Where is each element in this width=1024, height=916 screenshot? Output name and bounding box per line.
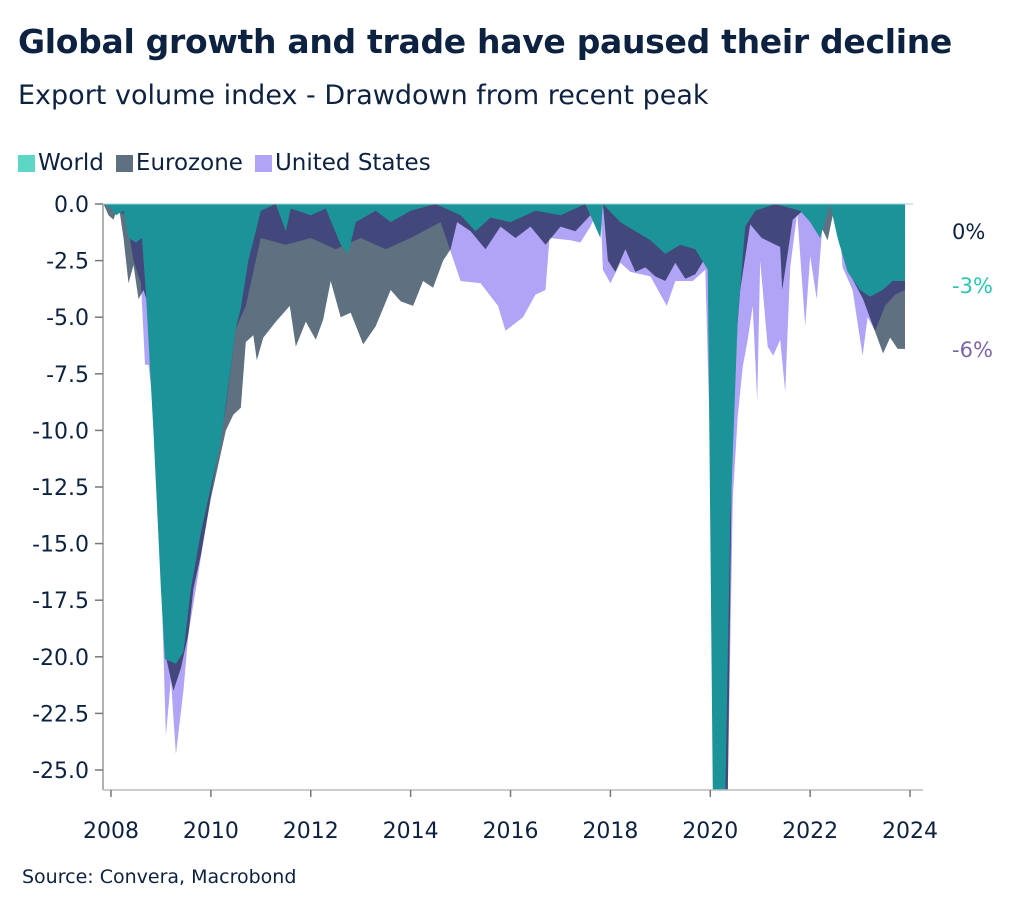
legend: World Eurozone United States [18,150,437,176]
legend-item-world: World [18,150,104,176]
x-tick-label: 2018 [582,819,638,844]
y-tick-label: -12.5 [32,476,89,501]
area-world [103,204,906,790]
legend-label-world: World [38,150,104,176]
y-tick-label: -7.5 [46,363,89,388]
x-tick-label: 2008 [83,819,139,844]
legend-item-eurozone: Eurozone [115,150,243,176]
legend-item-united-states: United States [254,150,431,176]
end-label-1: -3% [952,274,993,298]
y-tick-label: -25.0 [32,759,89,784]
x-tick-label: 2014 [383,819,439,844]
y-tick-label: -17.5 [32,589,89,614]
legend-label-eurozone: Eurozone [135,150,243,176]
x-tick-label: 2020 [682,819,738,844]
y-tick-label: -2.5 [46,250,89,275]
chart-title: Global growth and trade have paused thei… [18,22,953,61]
y-tick-label: -5.0 [46,306,89,331]
y-tick-label: -10.0 [32,419,89,444]
y-tick-label: -22.5 [32,702,89,727]
y-tick-label: 0.0 [54,193,89,218]
legend-swatch-eurozone [115,154,133,172]
legend-swatch-united-states [254,154,272,172]
source-note: Source: Convera, Macrobond [22,866,297,888]
legend-label-united-states: United States [274,150,431,176]
end-label-0: 0% [952,220,986,244]
x-tick-label: 2010 [183,819,239,844]
x-tick-label: 2022 [782,819,838,844]
y-tick-label: -15.0 [32,533,89,558]
legend-swatch-world [18,154,35,172]
x-tick-label: 2024 [882,819,938,844]
x-tick-label: 2012 [283,819,339,844]
y-tick-label: -20.0 [32,646,89,671]
chart-subtitle: Export volume index - Drawdown from rece… [18,80,709,111]
end-label-2: -6% [952,338,993,362]
x-tick-label: 2016 [483,819,539,844]
